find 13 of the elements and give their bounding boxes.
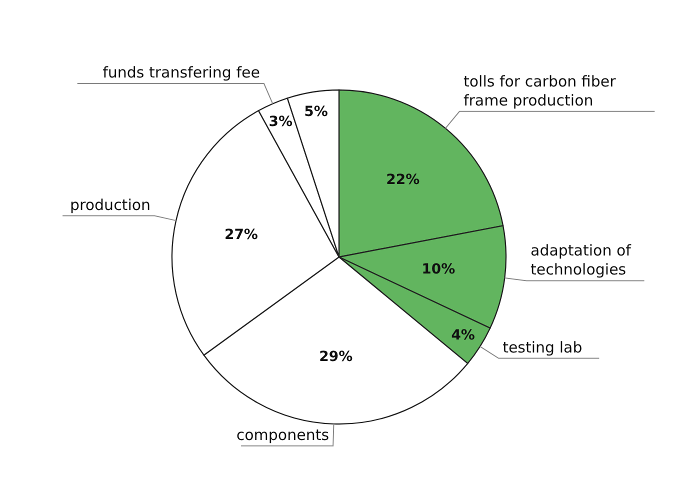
slice-label: adaptation of technologies [530,242,632,279]
slice-label: components [236,426,330,444]
slice-label: funds transfering fee [102,64,260,82]
slice-label: tolls for carbon fiber frame production [463,72,617,110]
data-label: 5% [304,104,328,120]
data-label: 22% [386,172,420,188]
data-label: 27% [224,227,258,244]
data-label: 3% [268,114,293,130]
data-label: 4% [451,328,475,344]
data-label: 29% [319,349,353,366]
slice-label: production [70,196,151,214]
slice-label: testing lab [502,338,582,356]
data-label: 10% [422,262,456,278]
